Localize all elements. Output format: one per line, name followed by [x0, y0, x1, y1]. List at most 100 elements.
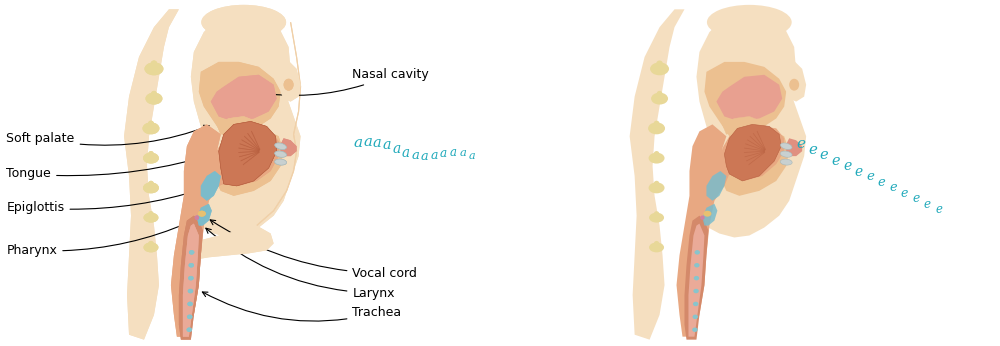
Text: e: e	[820, 148, 828, 162]
Polygon shape	[183, 224, 199, 337]
Text: e: e	[878, 176, 885, 189]
Text: e: e	[935, 203, 942, 216]
Ellipse shape	[142, 122, 159, 134]
Ellipse shape	[780, 159, 792, 165]
Text: Larynx: Larynx	[206, 228, 395, 300]
Ellipse shape	[187, 328, 192, 332]
Ellipse shape	[148, 211, 154, 216]
Text: a: a	[411, 149, 419, 162]
Ellipse shape	[780, 151, 792, 157]
Text: e: e	[924, 198, 931, 211]
Polygon shape	[630, 9, 684, 340]
Text: a: a	[440, 147, 447, 160]
Polygon shape	[688, 224, 704, 337]
Text: e: e	[854, 164, 863, 179]
Polygon shape	[724, 125, 781, 181]
Ellipse shape	[654, 121, 660, 127]
Ellipse shape	[148, 181, 154, 186]
Text: e: e	[912, 192, 919, 205]
Text: Vocal cord: Vocal cord	[210, 220, 417, 280]
Text: e: e	[808, 143, 817, 157]
Ellipse shape	[284, 79, 294, 91]
Text: Epiglottis: Epiglottis	[6, 188, 202, 214]
Ellipse shape	[657, 91, 663, 97]
Text: Nasal cavity: Nasal cavity	[257, 68, 429, 95]
Ellipse shape	[148, 121, 154, 127]
Polygon shape	[696, 9, 806, 237]
Ellipse shape	[143, 182, 159, 193]
Ellipse shape	[148, 151, 154, 156]
Ellipse shape	[144, 62, 163, 75]
Circle shape	[195, 216, 199, 220]
Ellipse shape	[143, 153, 159, 164]
Polygon shape	[716, 75, 782, 121]
Ellipse shape	[656, 61, 663, 67]
Circle shape	[700, 216, 705, 220]
Ellipse shape	[148, 181, 154, 186]
Polygon shape	[171, 125, 224, 337]
Polygon shape	[219, 121, 277, 186]
Text: a: a	[392, 142, 400, 156]
Ellipse shape	[201, 5, 286, 39]
Ellipse shape	[654, 181, 659, 186]
Text: e: e	[843, 159, 851, 173]
Ellipse shape	[789, 79, 799, 91]
Ellipse shape	[648, 122, 665, 134]
Text: Pharynx: Pharynx	[6, 222, 189, 257]
Polygon shape	[211, 75, 277, 121]
Ellipse shape	[692, 328, 698, 332]
Ellipse shape	[148, 151, 154, 156]
Polygon shape	[217, 128, 279, 186]
Text: a: a	[402, 146, 410, 160]
Ellipse shape	[151, 91, 157, 97]
Ellipse shape	[201, 5, 286, 39]
Ellipse shape	[148, 241, 154, 246]
Ellipse shape	[275, 143, 286, 149]
Ellipse shape	[654, 211, 659, 216]
Ellipse shape	[145, 93, 162, 104]
Ellipse shape	[284, 79, 294, 91]
Polygon shape	[704, 62, 789, 196]
Polygon shape	[281, 59, 301, 102]
Polygon shape	[217, 117, 264, 136]
Polygon shape	[179, 216, 203, 340]
Polygon shape	[183, 224, 199, 337]
Text: e: e	[889, 181, 897, 194]
Polygon shape	[217, 128, 279, 186]
Ellipse shape	[148, 211, 154, 216]
Ellipse shape	[143, 243, 158, 252]
Text: a: a	[363, 135, 372, 149]
Ellipse shape	[651, 93, 668, 104]
Ellipse shape	[198, 211, 206, 217]
Ellipse shape	[694, 250, 700, 255]
Text: a: a	[354, 136, 363, 150]
Ellipse shape	[275, 159, 287, 165]
Ellipse shape	[151, 61, 157, 67]
Ellipse shape	[144, 62, 163, 75]
Polygon shape	[677, 125, 729, 337]
Circle shape	[195, 216, 199, 220]
Ellipse shape	[189, 263, 194, 267]
Ellipse shape	[187, 315, 192, 319]
Ellipse shape	[654, 241, 659, 246]
Text: e: e	[831, 154, 840, 167]
Polygon shape	[191, 9, 301, 237]
Ellipse shape	[650, 62, 669, 75]
Text: a: a	[383, 138, 391, 152]
Ellipse shape	[143, 213, 158, 222]
Ellipse shape	[693, 289, 699, 293]
Text: e: e	[797, 137, 806, 151]
Text: a: a	[459, 148, 466, 158]
Polygon shape	[199, 62, 284, 196]
Polygon shape	[201, 171, 221, 201]
Ellipse shape	[145, 93, 162, 104]
Polygon shape	[786, 138, 802, 156]
Ellipse shape	[151, 91, 157, 97]
Polygon shape	[281, 138, 297, 156]
Text: a: a	[421, 149, 429, 163]
Text: Trachea: Trachea	[202, 292, 402, 321]
Ellipse shape	[187, 302, 193, 306]
Ellipse shape	[703, 211, 711, 217]
Ellipse shape	[649, 243, 664, 252]
Ellipse shape	[188, 276, 194, 280]
